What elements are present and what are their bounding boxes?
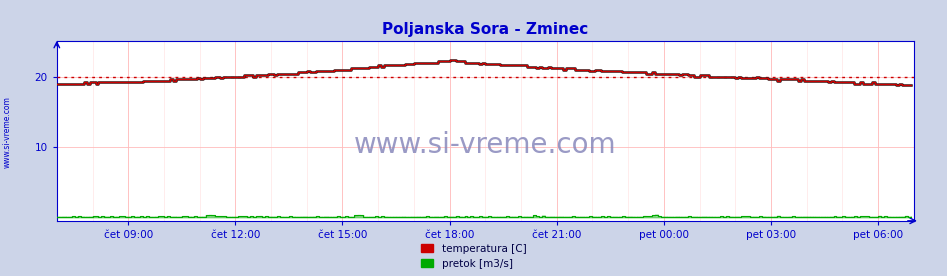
Text: www.si-vreme.com: www.si-vreme.com	[3, 97, 12, 168]
Legend: temperatura [C], pretok [m3/s]: temperatura [C], pretok [m3/s]	[419, 242, 528, 271]
Text: www.si-vreme.com: www.si-vreme.com	[354, 131, 616, 160]
Title: Poljanska Sora - Zminec: Poljanska Sora - Zminec	[383, 22, 588, 38]
